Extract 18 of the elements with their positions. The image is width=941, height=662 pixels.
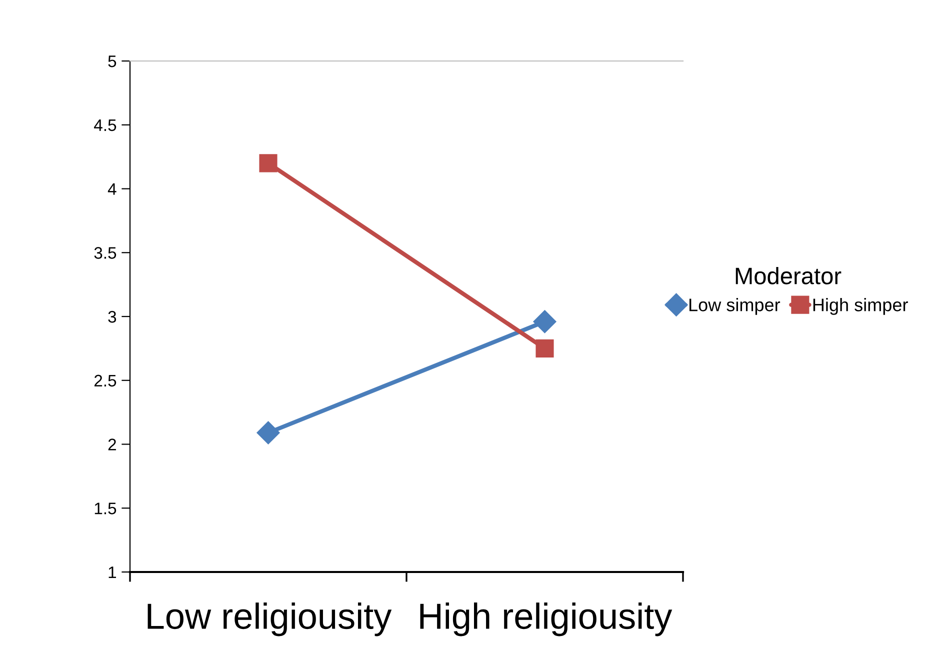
point bbox=[259, 154, 278, 172]
point bbox=[256, 421, 280, 444]
y-tick-label: 3 bbox=[108, 310, 116, 323]
point bbox=[533, 310, 556, 334]
y-tick-label: 3.5 bbox=[94, 247, 116, 259]
x-tick-label: Low religiousity bbox=[148, 602, 392, 636]
y-tick-label: 2 bbox=[108, 438, 116, 450]
y-tick-label: 1.5 bbox=[94, 502, 116, 514]
point bbox=[536, 339, 554, 358]
y-tick-label: 2.5 bbox=[94, 374, 116, 387]
y-tick-label: 1 bbox=[108, 566, 116, 578]
legend-title: Moderator bbox=[736, 267, 842, 284]
legend-label: High simper bbox=[813, 298, 908, 315]
y-tick-label: 4.5 bbox=[94, 119, 116, 132]
y-tick-label: 5 bbox=[108, 56, 116, 68]
legend-label: Low simper bbox=[690, 298, 780, 315]
y-tick-label: 4 bbox=[108, 183, 116, 195]
x-tick-label: High religiousity bbox=[420, 602, 672, 636]
